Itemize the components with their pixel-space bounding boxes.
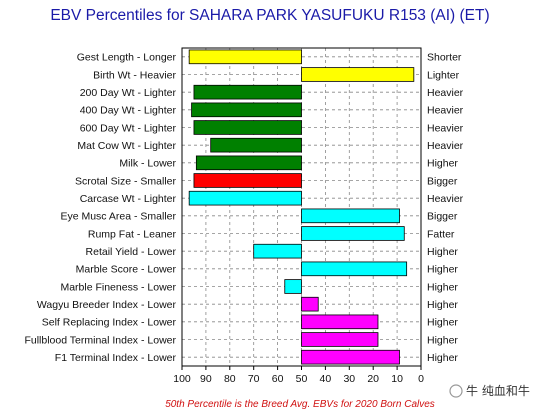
bar xyxy=(253,243,302,259)
bar xyxy=(301,349,400,365)
x-tick-label: 0 xyxy=(418,373,424,385)
row-right-label: Higher xyxy=(427,158,458,170)
bar xyxy=(188,190,302,206)
bar xyxy=(210,137,302,153)
row-left-label: Milk - Lower xyxy=(119,158,176,170)
row-left-label: Retail Yield - Lower xyxy=(86,246,177,258)
row-right-label: Lighter xyxy=(427,69,460,81)
row-right-label: Bigger xyxy=(427,211,458,223)
x-tick-label: 50 xyxy=(296,373,308,385)
row-right-label: Higher xyxy=(427,299,458,311)
row-left-label: Scrotal Size - Smaller xyxy=(75,175,176,187)
bar xyxy=(195,155,302,171)
row-left-label: Marble Fineness - Lower xyxy=(60,281,176,293)
x-tick-label: 100 xyxy=(173,373,191,385)
x-tick-label: 20 xyxy=(367,373,379,385)
row-left-label: 400 Day Wt - Lighter xyxy=(80,105,177,117)
row-left-label: Gest Length - Longer xyxy=(77,52,177,64)
plot-frame xyxy=(181,47,422,367)
x-tick-label: 70 xyxy=(248,373,260,385)
row-left-label: Self Replacing Index - Lower xyxy=(42,317,177,329)
footnote: 50th Percentile is the Breed Avg. EBVs f… xyxy=(165,399,435,410)
bar xyxy=(301,296,319,312)
bar xyxy=(301,332,379,347)
x-tick-label: 80 xyxy=(224,373,236,385)
bar xyxy=(191,102,302,118)
row-left-label: Birth Wt - Heavier xyxy=(93,69,176,81)
bar xyxy=(193,84,302,100)
watermark: 牛 纯血和牛 xyxy=(449,383,530,398)
bars-group xyxy=(188,49,415,365)
wechat-icon xyxy=(449,384,463,398)
chart-title: EBV Percentiles for SAHARA PARK YASUFUKU… xyxy=(50,7,489,24)
x-tick-label: 30 xyxy=(343,373,355,385)
row-left-label: Mat Cow Wt - Lighter xyxy=(77,140,176,152)
row-left-label: Rump Fat - Leaner xyxy=(88,228,177,240)
row-right-label: Higher xyxy=(427,334,458,346)
row-left-label: Wagyu Breeder Index - Lower xyxy=(37,299,177,311)
row-right-label: Higher xyxy=(427,246,458,258)
row-left-label: 200 Day Wt - Lighter xyxy=(80,87,177,99)
row-right-label: Heavier xyxy=(427,122,464,134)
row-right-label: Bigger xyxy=(427,175,458,187)
watermark-text: 牛 纯血和牛 xyxy=(466,383,530,398)
grid-lines xyxy=(181,48,422,366)
row-left-label: F1 Terminal Index - Lower xyxy=(55,352,177,364)
bar xyxy=(301,261,408,277)
x-tick-label: 90 xyxy=(200,373,212,385)
x-tick-label: 10 xyxy=(391,373,403,385)
row-right-label: Higher xyxy=(427,352,458,364)
right-labels: Shorter Lighter Heavier Heavier Heavier Heavi… xyxy=(427,52,464,364)
bar xyxy=(301,226,405,241)
bar xyxy=(284,279,302,294)
row-right-label: Higher xyxy=(427,264,458,276)
left-labels: Gest Length - Longer Birth Wt - Heavier 20… xyxy=(24,52,176,364)
row-right-label: Higher xyxy=(427,281,458,293)
bar xyxy=(301,208,400,224)
row-right-label: Shorter xyxy=(427,52,462,64)
row-right-label: Heavier xyxy=(427,140,464,152)
row-right-label: Heavier xyxy=(427,87,464,99)
row-left-label: 600 Day Wt - Lighter xyxy=(80,122,177,134)
row-left-label: Carcase Wt - Lighter xyxy=(80,193,177,205)
row-right-label: Higher xyxy=(427,317,458,329)
bar xyxy=(301,67,415,82)
bar xyxy=(301,314,379,330)
x-tick-labels: 100 90 80 70 60 50 40 30 20 10 0 xyxy=(173,366,424,385)
row-right-label: Fatter xyxy=(427,228,455,240)
x-tick-label: 60 xyxy=(272,373,284,385)
row-left-label: Marble Score - Lower xyxy=(76,264,177,276)
bar xyxy=(193,173,302,188)
bar xyxy=(193,120,302,135)
row-left-label: Eye Musc Area - Smaller xyxy=(60,211,176,223)
row-right-label: Heavier xyxy=(427,105,464,117)
x-tick-label: 40 xyxy=(320,373,332,385)
row-left-label: Fullblood Terminal Index - Lower xyxy=(24,334,176,346)
bar xyxy=(188,49,302,65)
row-right-label: Heavier xyxy=(427,193,464,205)
